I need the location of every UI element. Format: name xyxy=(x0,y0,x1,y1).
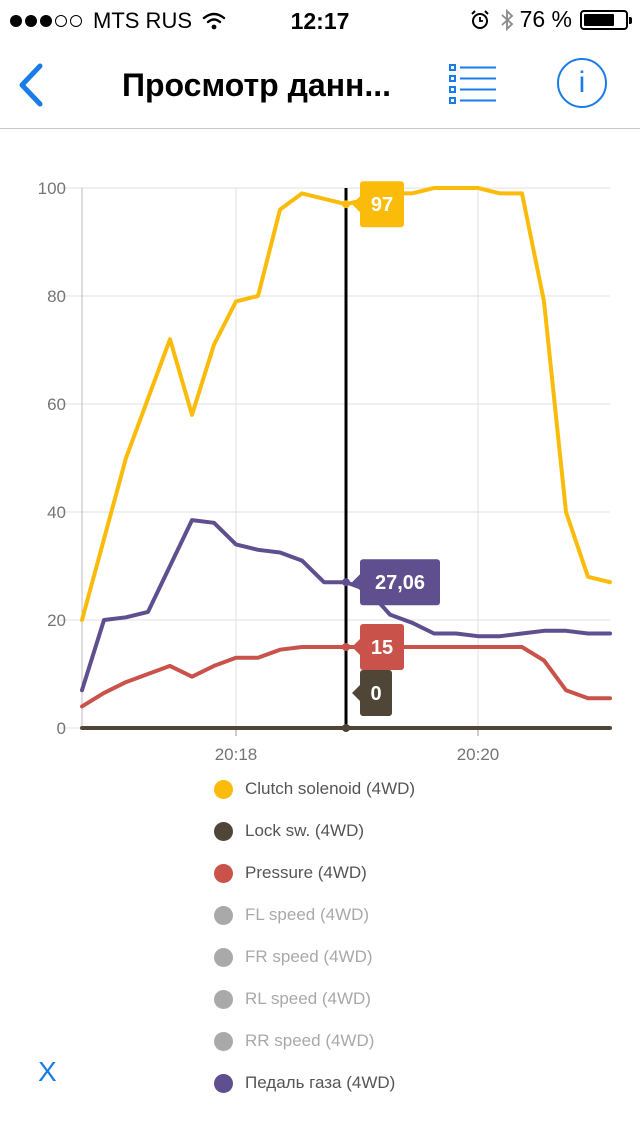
legend-color-dot xyxy=(214,947,233,967)
legend-label: Clutch solenoid (4WD) xyxy=(245,779,416,798)
wifi-icon xyxy=(202,12,226,30)
legend-label: Pressure (4WD) xyxy=(245,863,367,882)
list-icon xyxy=(449,64,496,104)
y-tick-label: 60 xyxy=(47,395,66,414)
y-tick-label: 80 xyxy=(47,287,66,306)
legend-item[interactable]: RR speed (4WD) xyxy=(214,1020,415,1062)
signal-dot xyxy=(10,15,22,27)
cursor-point xyxy=(342,200,350,209)
tooltip-value: 0 xyxy=(370,683,381,705)
legend-label: FR speed (4WD) xyxy=(245,947,373,966)
value-tooltip xyxy=(360,559,440,606)
list-button[interactable] xyxy=(448,62,498,106)
battery-percent: 76 % xyxy=(519,6,572,32)
legend-label: RR speed (4WD) xyxy=(245,1031,375,1050)
tooltip-pointer xyxy=(352,639,360,655)
info-button[interactable]: i xyxy=(557,58,607,108)
tooltip-value: 97 xyxy=(371,194,393,216)
x-tick-label: 20:18 xyxy=(215,745,258,764)
chart-legend: Clutch solenoid (4WD) Lock sw. (4WD) Press… xyxy=(214,768,415,1104)
legend-item[interactable]: Pressure (4WD) xyxy=(214,852,415,894)
value-tooltip xyxy=(360,181,404,228)
carrier-name: MTS RUS xyxy=(93,8,192,33)
signal-dot xyxy=(40,15,52,27)
legend-label: RL speed (4WD) xyxy=(245,989,371,1008)
x-tick-label: 20:20 xyxy=(457,745,500,764)
signal-strength-icon xyxy=(10,15,85,27)
line-chart[interactable]: 0 20 40 60 80 100 20:18 20:20 97 0 15 27,06 xyxy=(0,170,640,770)
legend-item[interactable]: Clutch solenoid (4WD) xyxy=(214,768,415,810)
signal-carrier: MTS RUS xyxy=(10,8,226,34)
legend-item[interactable]: Lock sw. (4WD) xyxy=(214,810,415,852)
signal-dot xyxy=(25,15,37,27)
tooltip-pointer xyxy=(352,196,360,213)
tooltip-value: 15 xyxy=(371,637,393,659)
battery-level xyxy=(584,13,614,26)
legend-color-dot xyxy=(214,989,233,1009)
cursor-point xyxy=(342,724,350,732)
legend-item[interactable]: RL speed (4WD) xyxy=(214,978,415,1020)
tooltip-pointer xyxy=(352,574,360,591)
cursor-point xyxy=(342,643,350,651)
y-tick-label: 0 xyxy=(57,719,66,738)
signal-dot xyxy=(55,15,67,27)
cursor-point xyxy=(342,578,350,587)
legend-item[interactable]: FR speed (4WD) xyxy=(214,936,415,978)
legend-color-dot xyxy=(214,863,233,883)
value-tooltip xyxy=(360,670,392,716)
tooltip-pointer xyxy=(352,685,360,701)
legend-color-dot xyxy=(214,779,233,799)
legend-label: Педаль газа (4WD) xyxy=(245,1073,396,1092)
chevron-left-icon xyxy=(19,63,43,107)
legend-label: Lock sw. (4WD) xyxy=(245,821,365,840)
alarm-icon xyxy=(470,9,489,29)
y-tick-label: 100 xyxy=(38,179,66,198)
legend-color-dot xyxy=(214,1073,233,1093)
legend-label: FL speed (4WD) xyxy=(245,905,370,924)
page-title: Просмотр данн... xyxy=(122,67,392,103)
value-tooltip xyxy=(360,624,404,670)
navigation-bar: Просмотр данн... i xyxy=(0,40,640,129)
y-tick-label: 20 xyxy=(47,611,66,630)
legend-item[interactable]: FL speed (4WD) xyxy=(214,894,415,936)
status-right: 76 % xyxy=(470,6,632,33)
legend-color-dot xyxy=(214,1031,233,1051)
legend-color-dot xyxy=(214,905,233,925)
legend-color-dot xyxy=(214,821,233,841)
close-button[interactable]: X xyxy=(38,1056,57,1087)
battery-icon xyxy=(580,9,632,30)
signal-dot xyxy=(70,15,82,27)
bluetooth-icon xyxy=(500,8,513,31)
status-bar: MTS RUS 12:17 76 % xyxy=(0,0,640,40)
legend-item[interactable]: Педаль газа (4WD) xyxy=(214,1062,415,1104)
clock: 12:17 xyxy=(290,8,350,34)
tooltip-value: 27,06 xyxy=(375,572,425,594)
back-button[interactable] xyxy=(14,62,48,108)
y-tick-label: 40 xyxy=(47,503,66,522)
